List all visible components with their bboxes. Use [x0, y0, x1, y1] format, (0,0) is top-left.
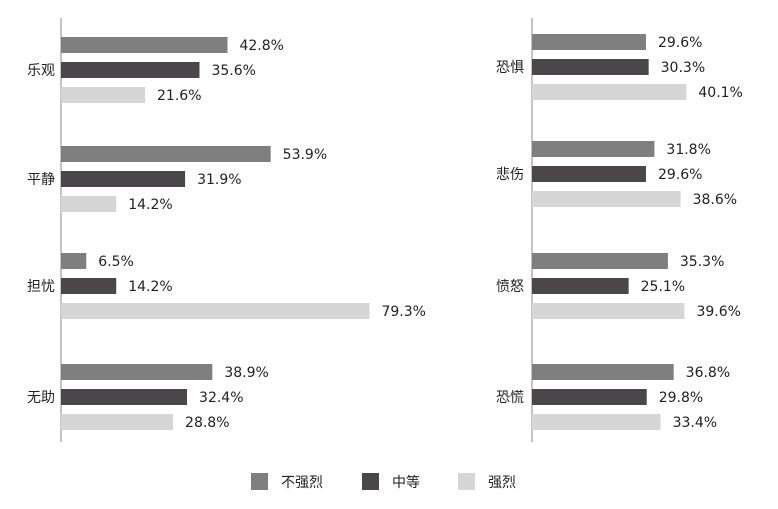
bar-medium — [61, 278, 117, 294]
category-label: 担忧 — [27, 279, 55, 295]
data-label: 29.6% — [658, 167, 702, 183]
data-label: 31.8% — [666, 142, 710, 158]
data-label: 32.4% — [199, 390, 243, 406]
legend-label: 不强烈 — [281, 475, 323, 491]
category-label: 悲伤 — [496, 166, 524, 183]
data-label: 40.1% — [698, 85, 742, 101]
legend-swatch — [251, 473, 268, 490]
data-label: 21.6% — [157, 88, 201, 104]
data-label: 25.1% — [641, 279, 685, 295]
bar-strong — [532, 303, 685, 319]
category-label: 乐观 — [27, 63, 55, 79]
bar-strong — [532, 414, 661, 430]
data-label: 38.9% — [224, 365, 268, 381]
legend-swatch — [362, 473, 379, 490]
data-label: 36.8% — [686, 365, 730, 381]
data-label: 53.9% — [283, 147, 327, 163]
bar-weak — [61, 37, 228, 53]
bar-strong — [61, 87, 146, 103]
data-label: 28.8% — [185, 415, 229, 431]
data-label: 29.8% — [659, 390, 703, 406]
bar-weak — [532, 253, 668, 269]
legend-swatch — [458, 473, 475, 490]
data-label: 14.2% — [128, 279, 172, 295]
bar-medium — [61, 389, 188, 405]
data-label: 35.3% — [680, 254, 724, 270]
category-label: 无助 — [27, 390, 55, 406]
bar-strong — [61, 303, 370, 319]
category-label: 平静 — [27, 172, 55, 188]
bar-weak — [532, 141, 655, 157]
data-label: 30.3% — [661, 60, 705, 76]
bar-strong — [61, 196, 117, 212]
data-label: 6.5% — [98, 254, 134, 270]
bar-weak — [532, 34, 646, 50]
legend: 不强烈 中等 强烈 — [251, 473, 516, 491]
bar-medium — [532, 166, 646, 182]
bar-strong — [61, 414, 174, 430]
bar-medium — [532, 278, 629, 294]
data-label: 31.9% — [197, 172, 241, 188]
bar-strong — [532, 84, 687, 100]
data-label: 33.4% — [673, 415, 717, 431]
bar-medium — [61, 62, 200, 78]
data-label: 39.6% — [696, 304, 740, 320]
data-label: 38.6% — [693, 192, 737, 208]
bar-medium — [61, 171, 186, 187]
bar-strong — [532, 191, 681, 207]
bar-medium — [532, 389, 647, 405]
data-label: 79.3% — [381, 304, 425, 320]
bar-weak — [61, 146, 271, 162]
category-label: 愤怒 — [496, 279, 524, 295]
legend-label: 中等 — [392, 474, 420, 491]
bar-weak — [532, 364, 674, 380]
legend-label: 强烈 — [488, 475, 516, 491]
data-label: 14.2% — [128, 197, 172, 213]
bar-weak — [61, 253, 87, 269]
category-label: 恐惧 — [496, 60, 524, 76]
data-label: 42.8% — [239, 38, 283, 54]
chart-panel-left: 乐观 42.8% 35.6% 21.6% 平静 53.9% 31.9% 14.2% 担忧 6.5%… — [27, 18, 426, 442]
data-label: 35.6% — [211, 63, 255, 79]
category-label: 恐慌 — [496, 390, 524, 406]
data-label: 29.6% — [658, 35, 702, 51]
bar-weak — [61, 364, 213, 380]
chart-panel-right: 恐惧 29.6% 30.3% 40.1% 悲伤 31.8% 29.6% 38.6% 愤怒 35.3… — [496, 18, 743, 442]
bar-medium — [532, 59, 649, 75]
